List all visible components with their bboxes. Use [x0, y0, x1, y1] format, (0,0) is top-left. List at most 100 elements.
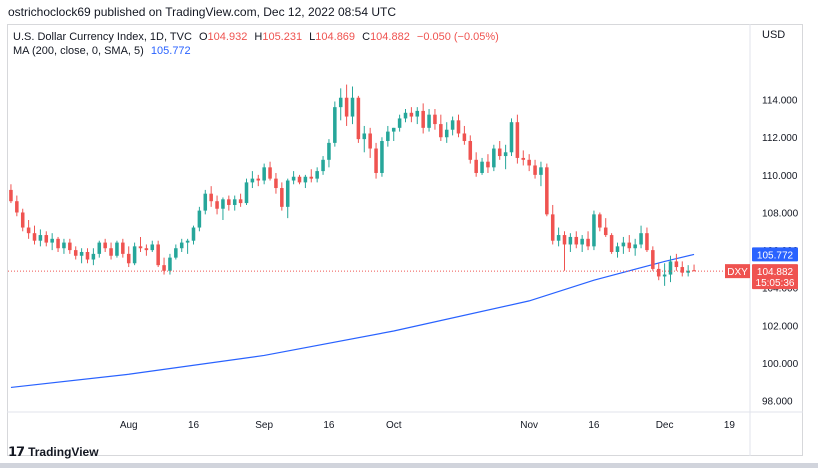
candle-body	[20, 212, 25, 228]
candle-body	[633, 244, 637, 249]
footer-brand[interactable]: 𝟭𝟳 TradingView	[8, 444, 99, 460]
x-tick-label: Sep	[255, 420, 273, 431]
candle-body	[598, 214, 602, 228]
x-tick-label: 19	[724, 420, 736, 431]
candle-body	[592, 214, 596, 247]
x-tick-label: 16	[323, 420, 335, 431]
candle-body	[315, 171, 319, 179]
candle-body	[56, 238, 60, 249]
candle-body	[162, 265, 166, 271]
candlestick-series	[9, 84, 696, 286]
candle-body	[9, 189, 13, 202]
candle-body	[244, 182, 249, 204]
candle-body	[179, 242, 184, 249]
close-value: 104.882	[370, 31, 410, 43]
candle-body	[515, 122, 520, 158]
price-badge-value: 104.882	[757, 267, 794, 278]
x-tick-label: Oct	[386, 420, 402, 431]
candle-body	[568, 236, 573, 245]
candle-body	[126, 253, 131, 264]
candle-body	[44, 235, 49, 243]
candle-body	[232, 199, 237, 205]
bottom-border	[0, 463, 818, 468]
candle-body	[285, 180, 290, 207]
candle-body	[433, 114, 437, 125]
candle-body	[621, 242, 626, 247]
price-badge	[752, 264, 798, 290]
candle-body	[38, 235, 43, 241]
candle-body	[439, 124, 443, 138]
candle-body	[474, 159, 478, 173]
candle-body	[403, 112, 408, 119]
candle-body	[344, 97, 349, 117]
candle-body	[274, 178, 278, 189]
candle-body	[651, 250, 655, 269]
candle-body	[185, 240, 190, 243]
candle-body	[73, 250, 78, 256]
candle-body	[356, 97, 361, 140]
candle-body	[397, 118, 402, 128]
y-tick-label: 108.000	[762, 208, 799, 219]
candle-body	[627, 242, 632, 249]
ticker-badge-label: DXY	[727, 267, 748, 278]
candle-body	[297, 176, 302, 183]
candle-body	[509, 122, 514, 153]
candle-body	[680, 267, 685, 273]
high-label: H	[254, 31, 262, 43]
candle-body	[327, 142, 331, 160]
candle-body	[132, 246, 137, 264]
candle-body	[15, 201, 19, 213]
ma-polyline	[10, 253, 695, 389]
candle-body	[333, 107, 337, 143]
candle-body	[291, 176, 296, 181]
candle-body	[97, 242, 102, 254]
candle-body	[539, 167, 543, 175]
candle-body	[150, 244, 155, 251]
moving-average-line	[10, 253, 695, 389]
candle-body	[550, 214, 555, 241]
candle-body	[574, 236, 579, 245]
change-value: −0.050 (−0.05%)	[417, 31, 499, 43]
candle-body	[656, 268, 661, 277]
candle-body	[450, 120, 455, 130]
candle-body	[468, 141, 473, 160]
candle-body	[615, 246, 620, 252]
x-tick-label: 16	[188, 420, 200, 431]
y-tick-label: 102.000	[762, 321, 799, 332]
candle-body	[586, 238, 590, 247]
candle-body	[203, 193, 208, 211]
y-tick-label: 100.000	[762, 359, 799, 370]
candle-body	[462, 133, 467, 142]
candle-body	[79, 251, 84, 256]
grid	[7, 24, 803, 456]
candle-body	[645, 233, 649, 251]
y-tick-label: 98.000	[762, 397, 793, 408]
candle-body	[156, 244, 160, 266]
open-value: 104.932	[208, 31, 248, 43]
candle-body	[350, 97, 355, 117]
candle-body	[527, 159, 531, 166]
ma-badge	[752, 247, 798, 262]
candle-body	[362, 133, 367, 140]
candle-body	[497, 148, 502, 157]
candle-body	[409, 112, 414, 117]
candle-body	[674, 261, 679, 268]
ticker-badge	[725, 264, 750, 279]
candle-body	[386, 131, 390, 142]
chart-frame[interactable]	[7, 24, 803, 456]
x-tick-label: Nov	[520, 420, 538, 431]
time-axis: Aug 16 Sep 16 Oct Nov 16 Dec 19	[120, 420, 736, 431]
x-tick-label: 16	[588, 420, 600, 431]
publisher-line: ostrichoclock69 published on TradingView…	[8, 5, 397, 19]
candle-body	[191, 227, 196, 241]
candle-body	[32, 233, 37, 241]
brand-name: TradingView	[28, 445, 99, 459]
candle-body	[221, 199, 225, 209]
ma-label: MA (200, close, 0, SMA, 5)	[13, 45, 144, 57]
candle-body	[144, 248, 149, 251]
candle-body	[686, 270, 690, 273]
candle-body	[545, 167, 549, 215]
candle-body	[639, 233, 643, 245]
